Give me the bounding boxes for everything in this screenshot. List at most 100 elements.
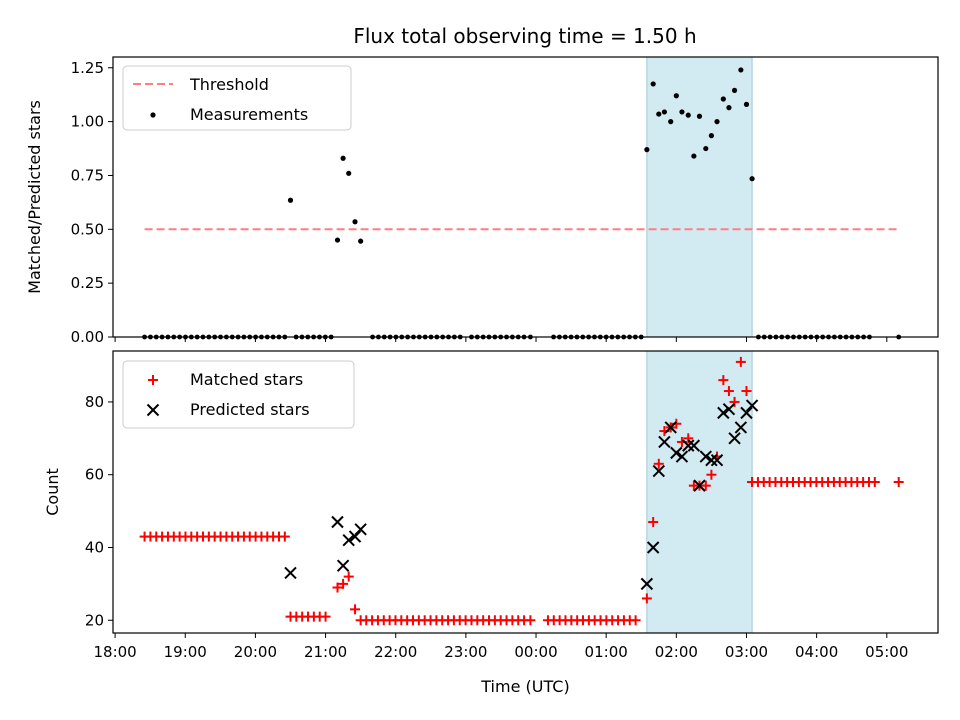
predicted-legend-swatch xyxy=(146,403,160,417)
predicted-star-point xyxy=(652,464,665,478)
measurement-point xyxy=(287,197,294,203)
predicted-star-point xyxy=(670,446,683,460)
threshold-legend-label: Threshold xyxy=(189,75,269,94)
predicted-star-point xyxy=(705,453,718,467)
matched-legend-marker xyxy=(148,375,158,385)
predicted-legend-marker xyxy=(146,403,160,417)
x-tick-label: 02:00 xyxy=(655,643,698,661)
measurement-point xyxy=(661,109,668,115)
matched-star-point xyxy=(723,386,734,397)
count-legend-box xyxy=(122,360,355,429)
x-axis-label: Time (UTC) xyxy=(480,677,569,696)
matched-star-point xyxy=(741,386,752,397)
predicted-star-point xyxy=(728,432,741,445)
y-tick-label: 80 xyxy=(85,393,104,411)
matched-star-point xyxy=(279,531,290,542)
matched-star-point xyxy=(338,578,349,589)
ratio-legend: Threshold Measurements xyxy=(122,65,352,131)
predicted-star-point xyxy=(710,453,724,467)
count-y-ticks: 20 40 60 80 xyxy=(85,393,113,629)
y-tick-label: 1.00 xyxy=(71,113,104,131)
y-tick-label: 1.25 xyxy=(71,59,104,77)
matched-star-point xyxy=(747,476,758,487)
predicted-legend-label: Predicted stars xyxy=(190,400,310,419)
y-tick-label: 60 xyxy=(85,466,104,484)
measurement-point xyxy=(696,113,703,119)
x-tick-label: 01:00 xyxy=(585,643,628,661)
predicted-star-point xyxy=(745,399,759,412)
measurement-point xyxy=(743,101,750,107)
predicted-star-point xyxy=(331,515,344,529)
matched-star-point xyxy=(355,615,366,626)
observing-window-span xyxy=(646,56,753,338)
time-x-ticks: 18:00 19:00 20:00 21:00 22:00 23:00 00:00 01:00… xyxy=(93,633,908,661)
chart-title: Flux total observing time = 1.50 h xyxy=(353,24,696,48)
measurement-point xyxy=(673,93,679,99)
x-tick-label: 20:00 xyxy=(234,643,277,661)
measurement-point xyxy=(352,219,358,225)
predicted-star-point xyxy=(699,450,713,463)
measurement-point xyxy=(668,119,674,125)
x-tick-label: 19:00 xyxy=(164,643,207,661)
measurement-point xyxy=(644,147,650,153)
count-y-axis-label: Count xyxy=(43,468,62,516)
predicted-star-point xyxy=(348,530,362,543)
measurements-legend-swatch xyxy=(150,112,156,118)
measurement-point xyxy=(656,111,662,117)
measurement-point xyxy=(340,155,346,161)
x-tick-label: 21:00 xyxy=(304,643,347,661)
predicted-star-point xyxy=(664,421,677,434)
matched-star-point xyxy=(350,604,361,615)
predicted-star-point xyxy=(675,450,689,463)
measurement-point xyxy=(650,81,656,87)
matched-star-point xyxy=(320,611,331,622)
measurement-point xyxy=(346,170,352,176)
predicted-star-point xyxy=(722,403,736,416)
measurement-point xyxy=(720,96,726,102)
matched-legend-label: Matched stars xyxy=(190,370,303,389)
y-tick-label: 0.50 xyxy=(71,220,104,238)
ratio-legend-box xyxy=(122,65,352,131)
predicted-star-point xyxy=(740,406,753,420)
matched-star-point xyxy=(343,571,354,582)
matched-star-point xyxy=(700,480,711,491)
measurement-point xyxy=(691,153,697,159)
count-panel-frame xyxy=(112,350,939,634)
matched-star-point xyxy=(869,476,880,487)
matched-star-point xyxy=(729,396,740,407)
measurement-point xyxy=(738,67,744,73)
predicted-star-point xyxy=(342,534,355,547)
matched-star-point xyxy=(332,582,343,593)
x-tick-label: 18:00 xyxy=(93,643,136,661)
matched-star-point xyxy=(630,615,641,626)
predicted-star-point xyxy=(354,523,367,536)
x-tick-label: 05:00 xyxy=(865,643,908,661)
x-tick-label: 04:00 xyxy=(795,643,838,661)
measurement-point xyxy=(334,237,341,243)
matched-star-point xyxy=(648,517,659,528)
measurement-point xyxy=(708,133,715,139)
measurement-point xyxy=(679,109,685,115)
x-tick-label: 22:00 xyxy=(374,643,417,661)
measurements-legend-label: Measurements xyxy=(190,105,308,124)
y-tick-label: 0.00 xyxy=(71,328,104,346)
matched-star-point xyxy=(683,433,694,444)
measurement-point xyxy=(726,105,732,111)
predicted-star-point xyxy=(682,439,695,452)
count-panel: 20 40 60 80 18:00 19:00 20:00 21:00 22:00 23:00 0… xyxy=(43,350,939,696)
predicted-star-point xyxy=(658,435,671,449)
matched-star-point xyxy=(653,458,664,469)
matched-star-point xyxy=(706,469,717,480)
measurement-point xyxy=(703,145,709,152)
predicted-star-point xyxy=(284,566,297,580)
predicted-star-point xyxy=(687,439,701,452)
predicted-star-point xyxy=(693,479,706,492)
ratio-panel-frame xyxy=(112,56,939,338)
matched-star-points xyxy=(139,356,904,626)
ratio-panel: 0.00 0.25 0.50 0.75 1.00 1.25 Matched/Predict… xyxy=(25,56,939,346)
predicted-star-point xyxy=(646,541,660,554)
measurement-point xyxy=(358,238,364,244)
matched-star-point xyxy=(735,356,746,367)
count-legend: Matched stars Predicted stars xyxy=(122,360,355,429)
